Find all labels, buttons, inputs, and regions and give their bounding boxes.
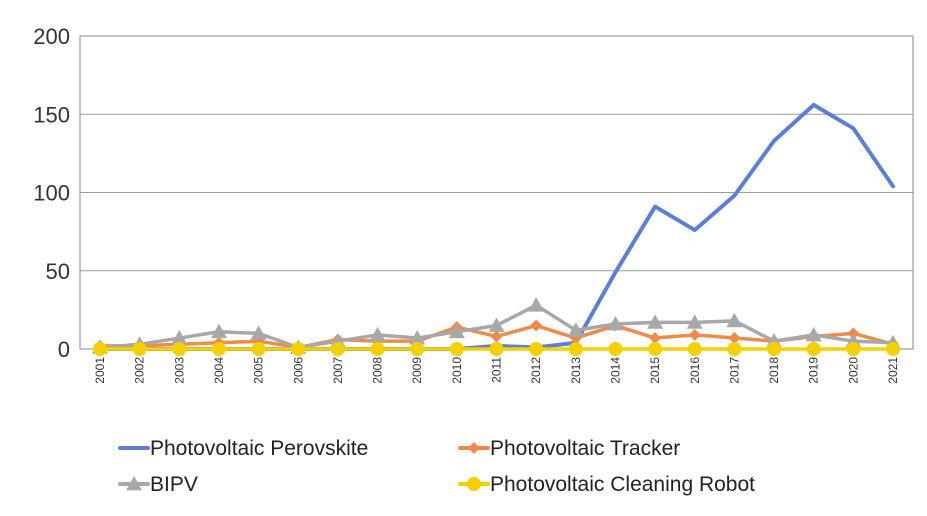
legend-label-photovoltaic-perovskite: Photovoltaic Perovskite — [150, 437, 368, 460]
x-axis-ticks: 2001 2002 2003 2004 2005 2006 2007 2008 2009 2010… — [93, 349, 900, 384]
x-tick-label: 2002 — [133, 357, 147, 384]
data-point-photovoltaic-tracker — [728, 332, 741, 345]
x-tick-label: 2010 — [450, 357, 464, 384]
data-point-photovoltaic-cleaning-robot — [846, 342, 861, 356]
x-tick-label: 2007 — [331, 357, 345, 384]
data-point-bipv — [528, 297, 545, 312]
y-tick-label: 0 — [58, 337, 70, 362]
data-point-bipv — [488, 317, 505, 332]
data-point-bipv — [250, 325, 267, 340]
x-tick-label: 2012 — [529, 357, 543, 384]
data-point-photovoltaic-cleaning-robot — [370, 342, 385, 356]
data-point-bipv — [726, 312, 743, 328]
data-point-photovoltaic-cleaning-robot — [211, 342, 226, 356]
x-tick-label: 2003 — [172, 357, 186, 384]
legend: Photovoltaic Perovskite Photovoltaic Trac… — [118, 437, 755, 496]
data-point-photovoltaic-cleaning-robot — [806, 342, 821, 356]
x-tick-label: 2013 — [569, 357, 583, 384]
x-tick-label: 2014 — [608, 357, 622, 384]
y-tick-label: 50 — [46, 259, 70, 284]
y-axis-ticks: 0 50 100 150 200 — [33, 24, 70, 362]
data-point-bipv — [171, 330, 188, 345]
data-point-photovoltaic-cleaning-robot — [330, 342, 345, 356]
data-point-photovoltaic-cleaning-robot — [568, 342, 583, 356]
legend-marker-photovoltaic-tracker — [468, 442, 480, 454]
y-tick-label: 150 — [33, 102, 70, 127]
legend-label-bipv: BIPV — [150, 473, 198, 496]
grid-lines — [80, 113, 913, 272]
x-tick-label: 2016 — [688, 357, 702, 384]
x-tick-label: 2011 — [490, 357, 504, 383]
data-point-photovoltaic-cleaning-robot — [449, 342, 464, 356]
data-point-photovoltaic-tracker — [688, 328, 701, 341]
data-point-photovoltaic-cleaning-robot — [767, 342, 782, 356]
x-tick-label: 2019 — [807, 357, 821, 384]
data-point-bipv — [607, 315, 624, 331]
legend-marker-bipv — [126, 476, 142, 491]
data-point-photovoltaic-cleaning-robot — [529, 342, 544, 356]
data-point-bipv — [448, 323, 465, 339]
x-tick-label: 2008 — [371, 357, 385, 384]
x-tick-label: 2005 — [252, 357, 266, 384]
legend-label-photovoltaic-cleaning-robot: Photovoltaic Cleaning Robot — [490, 473, 755, 496]
data-point-photovoltaic-tracker — [490, 330, 503, 343]
data-point-bipv — [567, 322, 584, 337]
data-point-photovoltaic-cleaning-robot — [886, 342, 900, 356]
x-tick-label: 2006 — [291, 357, 305, 384]
legend-marker-photovoltaic-cleaning-robot — [467, 477, 481, 491]
data-point-bipv — [210, 323, 227, 339]
x-tick-label: 2009 — [410, 357, 424, 384]
x-tick-label: 2018 — [767, 357, 781, 384]
data-point-photovoltaic-cleaning-robot — [172, 342, 187, 356]
data-point-photovoltaic-cleaning-robot — [410, 342, 425, 356]
data-point-photovoltaic-cleaning-robot — [489, 342, 504, 356]
data-point-photovoltaic-cleaning-robot — [93, 342, 107, 356]
x-tick-label: 2001 — [93, 357, 107, 384]
y-tick-label: 200 — [33, 24, 70, 49]
data-point-photovoltaic-cleaning-robot — [727, 342, 742, 356]
data-point-bipv — [369, 326, 386, 342]
x-tick-label: 2004 — [212, 357, 226, 384]
x-tick-label: 2015 — [648, 357, 662, 384]
series-group — [92, 102, 901, 356]
data-point-photovoltaic-cleaning-robot — [608, 342, 623, 356]
y-tick-label: 100 — [33, 181, 70, 206]
data-point-photovoltaic-tracker — [530, 319, 543, 332]
data-point-photovoltaic-cleaning-robot — [132, 342, 147, 356]
x-tick-label: 2017 — [727, 357, 741, 384]
data-point-photovoltaic-tracker — [649, 332, 662, 345]
data-point-photovoltaic-cleaning-robot — [251, 342, 266, 356]
data-point-bipv — [686, 314, 703, 329]
data-point-photovoltaic-cleaning-robot — [291, 342, 306, 356]
x-tick-label: 2021 — [886, 357, 900, 384]
legend-label-photovoltaic-tracker: Photovoltaic Tracker — [490, 437, 680, 460]
data-point-bipv — [409, 330, 426, 345]
x-tick-label: 2020 — [846, 357, 860, 384]
data-point-photovoltaic-cleaning-robot — [687, 342, 702, 356]
data-point-photovoltaic-cleaning-robot — [648, 342, 663, 356]
data-point-bipv — [647, 314, 664, 329]
data-point-bipv — [805, 326, 822, 342]
